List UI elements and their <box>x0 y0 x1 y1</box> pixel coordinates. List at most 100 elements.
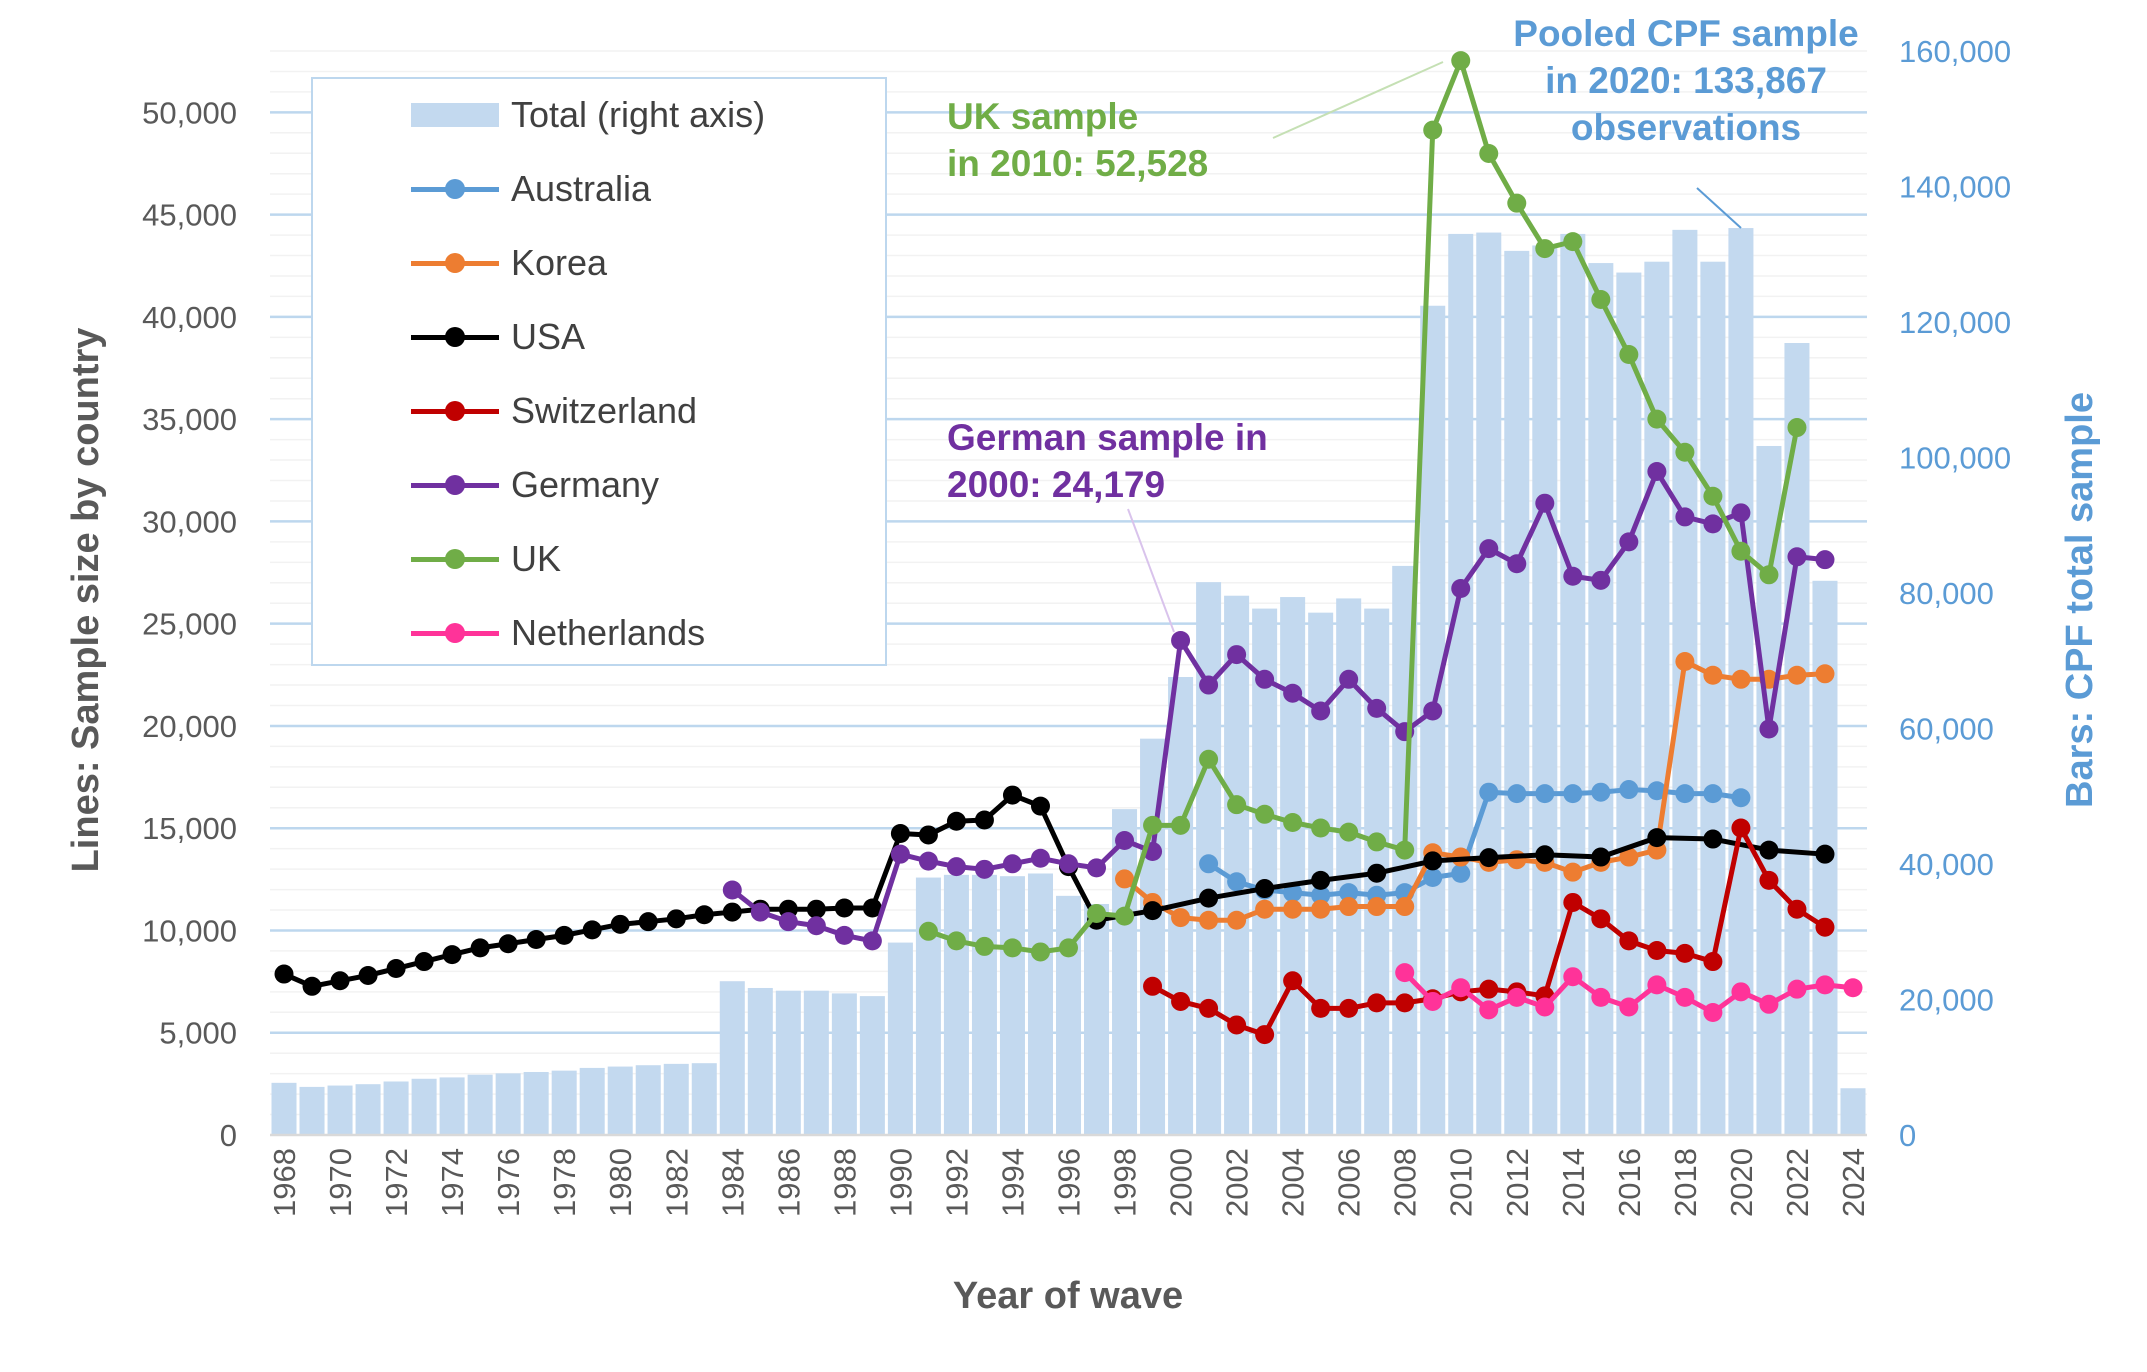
x-tick-label: 1994 <box>995 1148 1030 1217</box>
bar-1979 <box>579 1067 605 1135</box>
point-usa-2003 <box>1255 879 1275 899</box>
annotation-germany-line1: German sample in <box>947 417 1268 458</box>
point-uk-2020 <box>1731 541 1751 561</box>
point-australia-2001 <box>1199 854 1219 874</box>
y2-tick-label: 0 <box>1899 1118 1916 1153</box>
point-usa-1969 <box>302 976 322 996</box>
series-germany <box>722 462 1835 951</box>
axes: 0 5,000 10,000 15,000 20,000 25,000 30,000 35,0… <box>142 34 2011 1217</box>
y2-tick-label: 80,000 <box>1899 576 1994 611</box>
point-usa-2013 <box>1535 845 1555 865</box>
point-netherlands-2009 <box>1423 991 1443 1011</box>
point-netherlands-2013 <box>1535 997 1555 1017</box>
x-tick-label: 1988 <box>827 1148 862 1217</box>
point-uk-2014 <box>1563 232 1583 252</box>
point-uk-2008 <box>1395 840 1415 860</box>
point-uk-1997 <box>1087 903 1107 923</box>
x-tick-label: 2016 <box>1612 1148 1647 1217</box>
point-australia-2004 <box>1283 883 1303 903</box>
point-netherlands-2012 <box>1507 987 1527 1007</box>
point-germany-2021 <box>1759 719 1779 739</box>
x-tick-label: 2018 <box>1668 1148 1703 1217</box>
point-germany-2018 <box>1675 507 1695 527</box>
bar-1995 <box>1027 873 1053 1135</box>
point-uk-1994 <box>1002 938 1022 958</box>
x-tick-label: 1974 <box>435 1148 470 1217</box>
point-usa-1991 <box>918 825 938 845</box>
legend-swatch-line <box>411 465 499 505</box>
point-uk-2004 <box>1283 812 1303 832</box>
y-tick-label: 20,000 <box>142 709 237 744</box>
point-usa-1977 <box>526 929 546 949</box>
bar-2019 <box>1700 261 1726 1135</box>
point-switzerland-2021 <box>1759 870 1779 890</box>
point-usa-1968 <box>274 964 294 984</box>
x-tick-label: 2008 <box>1388 1148 1423 1217</box>
point-usa-1970 <box>330 971 350 991</box>
y-tick-label: 0 <box>220 1118 237 1153</box>
series-uk <box>918 51 1807 962</box>
point-switzerland-2019 <box>1703 952 1723 972</box>
series-switzerland <box>1143 818 1835 1045</box>
point-uk-2010 <box>1451 51 1471 71</box>
point-germany-2016 <box>1619 532 1639 552</box>
point-uk-1996 <box>1059 938 1078 958</box>
bar-1985 <box>747 987 773 1135</box>
bar-1978 <box>551 1070 577 1135</box>
bar-1971 <box>355 1084 381 1135</box>
point-germany-1993 <box>974 859 994 879</box>
bar-1969 <box>299 1086 325 1135</box>
point-australia-2010 <box>1451 863 1471 883</box>
point-switzerland-2003 <box>1255 1025 1275 1045</box>
annotation-pooled-line2: in 2020: 133,867 <box>1545 60 1827 101</box>
point-netherlands-2024 <box>1843 978 1863 998</box>
legend-swatch-line <box>411 539 499 579</box>
point-australia-2012 <box>1507 784 1527 804</box>
point-usa-1983 <box>694 905 714 925</box>
uk-leader-line <box>1272 61 1444 139</box>
point-germany-1996 <box>1059 854 1078 874</box>
point-korea-2016 <box>1619 847 1639 867</box>
bar-1982 <box>663 1063 689 1135</box>
x-tick-label: 1992 <box>939 1148 974 1217</box>
point-germany-1992 <box>946 857 966 877</box>
point-switzerland-2011 <box>1479 979 1499 999</box>
point-usa-2021 <box>1759 840 1779 860</box>
bar-1996 <box>1055 895 1082 1135</box>
point-usa-2001 <box>1199 888 1219 908</box>
y-tick-label: 10,000 <box>142 913 237 948</box>
y2-tick-label: 20,000 <box>1899 983 1994 1018</box>
point-switzerland-2016 <box>1619 931 1639 951</box>
point-korea-2012 <box>1507 850 1527 870</box>
y2-tick-label: 160,000 <box>1899 34 2011 69</box>
annotation-leaders <box>1127 61 1742 633</box>
point-switzerland-2015 <box>1591 909 1611 929</box>
point-korea-2008 <box>1395 897 1415 917</box>
annotation-pooled: Pooled CPF sample in 2020: 133,867 obser… <box>1486 10 1886 151</box>
point-germany-1990 <box>890 844 910 864</box>
point-usa-2005 <box>1311 870 1331 890</box>
point-australia-2018 <box>1675 784 1695 804</box>
x-tick-label: 1986 <box>771 1148 806 1217</box>
point-netherlands-2008 <box>1395 963 1415 983</box>
x-tick-label: 1970 <box>323 1148 358 1217</box>
point-korea-2006 <box>1339 897 1359 917</box>
bar-2018 <box>1672 229 1698 1136</box>
bar-2011 <box>1476 232 1502 1135</box>
point-netherlands-2018 <box>1675 987 1695 1007</box>
x-tick-label: 1990 <box>883 1148 918 1217</box>
point-australia-2011 <box>1479 782 1499 802</box>
x-tick-label: 2000 <box>1164 1148 1199 1217</box>
point-usa-1974 <box>442 945 462 965</box>
point-uk-2017 <box>1647 409 1667 429</box>
point-netherlands-2023 <box>1815 975 1835 995</box>
annotation-pooled-line3: observations <box>1570 107 1802 148</box>
point-usa-1971 <box>358 965 378 985</box>
bar-1984 <box>719 981 745 1135</box>
y-axis-title: Lines: Sample size by country <box>65 328 107 873</box>
point-usa-1982 <box>666 909 686 929</box>
y-tick-label: 5,000 <box>159 1016 237 1051</box>
point-switzerland-2020 <box>1731 818 1751 838</box>
annotation-uk-line1: UK sample <box>947 96 1139 137</box>
point-netherlands-2010 <box>1451 978 1471 998</box>
